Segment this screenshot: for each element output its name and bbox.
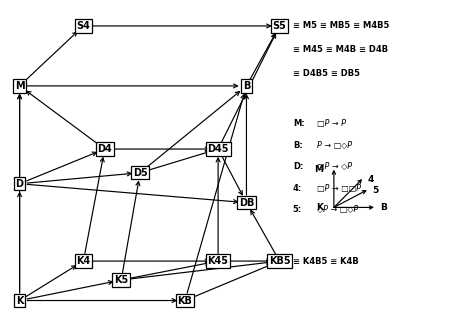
Text: B: B xyxy=(380,203,387,212)
Text: □P → □□P: □P → □□P xyxy=(318,184,361,193)
Text: D45: D45 xyxy=(207,144,229,154)
Text: D5: D5 xyxy=(133,168,147,178)
Text: 4:: 4: xyxy=(293,184,302,193)
Text: M:: M: xyxy=(293,119,304,128)
Text: M: M xyxy=(15,81,25,91)
Text: B: B xyxy=(243,81,250,91)
Text: 4: 4 xyxy=(368,175,374,184)
Text: K45: K45 xyxy=(208,256,228,266)
Text: ≡ M45 ≡ M4B ≡ D4B: ≡ M45 ≡ M4B ≡ D4B xyxy=(293,45,388,54)
Text: K4: K4 xyxy=(76,256,91,266)
Text: 5:: 5: xyxy=(293,205,302,214)
Text: B:: B: xyxy=(293,141,302,150)
Text: KB5: KB5 xyxy=(269,256,291,266)
Text: KB: KB xyxy=(178,295,192,306)
Text: K5: K5 xyxy=(114,275,128,285)
Text: D: D xyxy=(16,179,24,189)
Text: ≡ M5 ≡ MB5 ≡ M4B5: ≡ M5 ≡ MB5 ≡ M4B5 xyxy=(293,22,389,30)
Text: □P → P: □P → P xyxy=(318,119,346,128)
Text: S5: S5 xyxy=(273,21,286,31)
Text: K: K xyxy=(16,295,23,306)
Text: D:: D: xyxy=(293,162,303,171)
Text: S4: S4 xyxy=(76,21,91,31)
Text: M: M xyxy=(314,165,323,174)
Text: DB: DB xyxy=(239,198,254,208)
Text: □P → ◇P: □P → ◇P xyxy=(318,162,353,171)
Text: ◇P → □◇P: ◇P → □◇P xyxy=(318,205,359,214)
Text: ≡ K4B5 ≡ K4B: ≡ K4B5 ≡ K4B xyxy=(293,256,358,266)
Text: D4: D4 xyxy=(97,144,112,154)
Text: K: K xyxy=(317,203,323,212)
Text: 5: 5 xyxy=(373,185,379,195)
Text: P → □◇P: P → □◇P xyxy=(318,141,353,150)
Text: ≡ D4B5 ≡ DB5: ≡ D4B5 ≡ DB5 xyxy=(293,69,360,78)
